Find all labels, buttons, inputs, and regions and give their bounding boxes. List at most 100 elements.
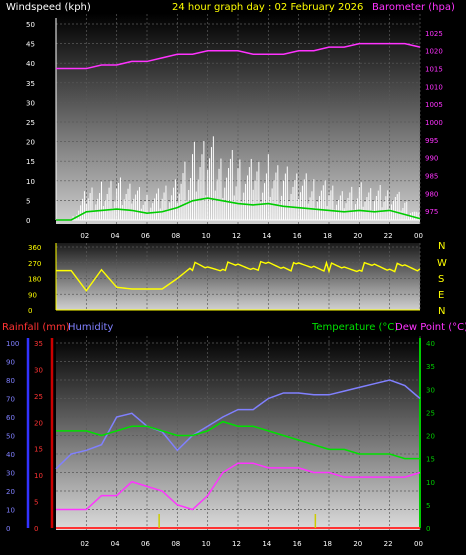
x-tick-label: 00 (414, 232, 423, 240)
direction-y-tick-label: 90 (28, 291, 37, 299)
humidity-y-tick-label: 100 (6, 340, 19, 348)
rainfall-legend: Rainfall (mm) (2, 322, 70, 333)
x-tick-label: 04 (111, 232, 120, 240)
dewpoint-legend: Dew Point (°C) (395, 322, 466, 333)
graph-title: 24 hour graph day : 02 February 2026 (172, 2, 363, 13)
wind-y-tick-label: 50 (26, 21, 35, 29)
x-tick-label: 10 (202, 232, 211, 240)
temperature-y-tick-label: 10 (426, 479, 435, 487)
x-tick-label: 00 (414, 540, 423, 548)
windspeed-axis-label: Windspeed (kph) (6, 2, 91, 13)
humidity-y-tick-label: 30 (6, 470, 15, 478)
wind-y-tick-label: 45 (26, 41, 35, 49)
humidity-y-tick-label: 80 (6, 377, 15, 385)
temperature-y-tick-label: 20 (426, 433, 435, 441)
direction-y-tick-label: 0 (28, 307, 32, 315)
barometer-y-tick-label: 1000 (425, 119, 443, 127)
wind-y-tick-label: 0 (26, 217, 30, 225)
barometer-y-tick-label: 995 (425, 137, 438, 145)
wind-average-line (56, 197, 421, 221)
humidity-y-tick-label: 10 (6, 507, 15, 515)
x-tick-label: 10 (202, 540, 211, 548)
barometer-y-tick-label: 1025 (425, 30, 443, 38)
x-tick-label: 20 (353, 232, 362, 240)
x-tick-label: 02 (80, 540, 89, 548)
wind-y-tick-label: 5 (26, 197, 30, 205)
barometer-y-tick-label: 985 (425, 172, 438, 180)
barometer-y-tick-label: 975 (425, 208, 438, 216)
x-tick-label: 06 (141, 232, 150, 240)
x-tick-label: 04 (111, 540, 120, 548)
humidity-y-tick-label: 60 (6, 414, 15, 422)
humidity-y-tick-label: 90 (6, 359, 15, 367)
direction-y-tick-label: 360 (28, 244, 41, 252)
x-tick-label: 22 (384, 232, 393, 240)
temperature-legend: Temperature (°C) (311, 322, 398, 333)
humidity-legend: Humidity (68, 322, 113, 333)
direction-y-tick-label: 180 (28, 276, 41, 284)
dewpoint-line (56, 462, 421, 511)
temperature-y-tick-label: 25 (426, 409, 435, 417)
compass-labels: N W S E N (437, 241, 447, 317)
barometer-y-tick-label: 1005 (425, 101, 443, 109)
wind-y-tick-label: 40 (26, 60, 35, 68)
compass-w: W (437, 258, 447, 269)
barometer-y-tick-label: 980 (425, 190, 438, 198)
barometer-y-tick-label: 1015 (425, 66, 443, 74)
x-tick-label: 14 (262, 540, 271, 548)
compass-n-bottom: N (438, 306, 445, 317)
rainfall-y-tick-label: 5 (34, 499, 38, 507)
rainfall-y-tick-label: 20 (34, 419, 43, 427)
compass-e: E (438, 290, 444, 301)
humidity-y-tick-label: 50 (6, 433, 15, 441)
x-tick-label: 12 (232, 540, 241, 548)
compass-n-top: N (438, 241, 445, 252)
humidity-y-tick-label: 20 (6, 488, 15, 496)
barometer-y-tick-label: 1020 (425, 48, 443, 56)
x-tick-label: 02 (80, 232, 89, 240)
direction-y-tick-label: 270 (28, 260, 41, 268)
x-tick-label: 16 (293, 232, 302, 240)
temperature-y-tick-label: 35 (426, 363, 435, 371)
x-tick-label: 18 (323, 232, 332, 240)
rainfall-y-tick-label: 15 (34, 446, 43, 454)
temperature-y-tick-label: 0 (426, 525, 430, 533)
wind-y-tick-label: 30 (26, 99, 35, 107)
x-tick-label: 08 (171, 540, 180, 548)
x-tick-label: 06 (141, 540, 150, 548)
humidity-y-tick-label: 40 (6, 451, 15, 459)
humidity-line (55, 379, 421, 470)
chart-marks (55, 42, 421, 529)
rainfall-y-tick-label: 25 (34, 393, 43, 401)
temperature-y-tick-label: 15 (426, 456, 435, 464)
compass-s: S (438, 274, 444, 285)
wind-y-tick-label: 15 (26, 158, 35, 166)
barometer-y-tick-label: 1010 (425, 83, 443, 91)
temperature-line (56, 420, 420, 460)
rainfall-y-tick-label: 30 (34, 366, 43, 374)
humidity-y-tick-label: 0 (6, 525, 10, 533)
wind-y-tick-label: 25 (26, 119, 35, 127)
rainfall-y-tick-label: 10 (34, 472, 43, 480)
x-tick-label: 16 (293, 540, 302, 548)
x-tick-label: 08 (171, 232, 180, 240)
temperature-y-tick-label: 5 (426, 502, 430, 510)
rainfall-y-tick-label: 0 (34, 525, 38, 533)
wind-y-tick-label: 20 (26, 139, 35, 147)
x-tick-label: 14 (262, 232, 271, 240)
x-tick-label: 22 (384, 540, 393, 548)
wind-direction-line (56, 260, 421, 292)
wind-y-tick-label: 10 (26, 178, 35, 186)
temperature-y-tick-label: 30 (426, 386, 435, 394)
temperature-y-tick-label: 40 (426, 340, 435, 348)
barometer-line (56, 42, 421, 70)
x-tick-label: 12 (232, 232, 241, 240)
x-tick-label: 18 (323, 540, 332, 548)
x-tick-label: 20 (353, 540, 362, 548)
wind-y-tick-label: 35 (26, 80, 35, 88)
barometer-y-tick-label: 990 (425, 155, 438, 163)
barometer-axis-label: Barometer (hpa) (372, 2, 455, 13)
rainfall-y-tick-label: 35 (34, 340, 43, 348)
